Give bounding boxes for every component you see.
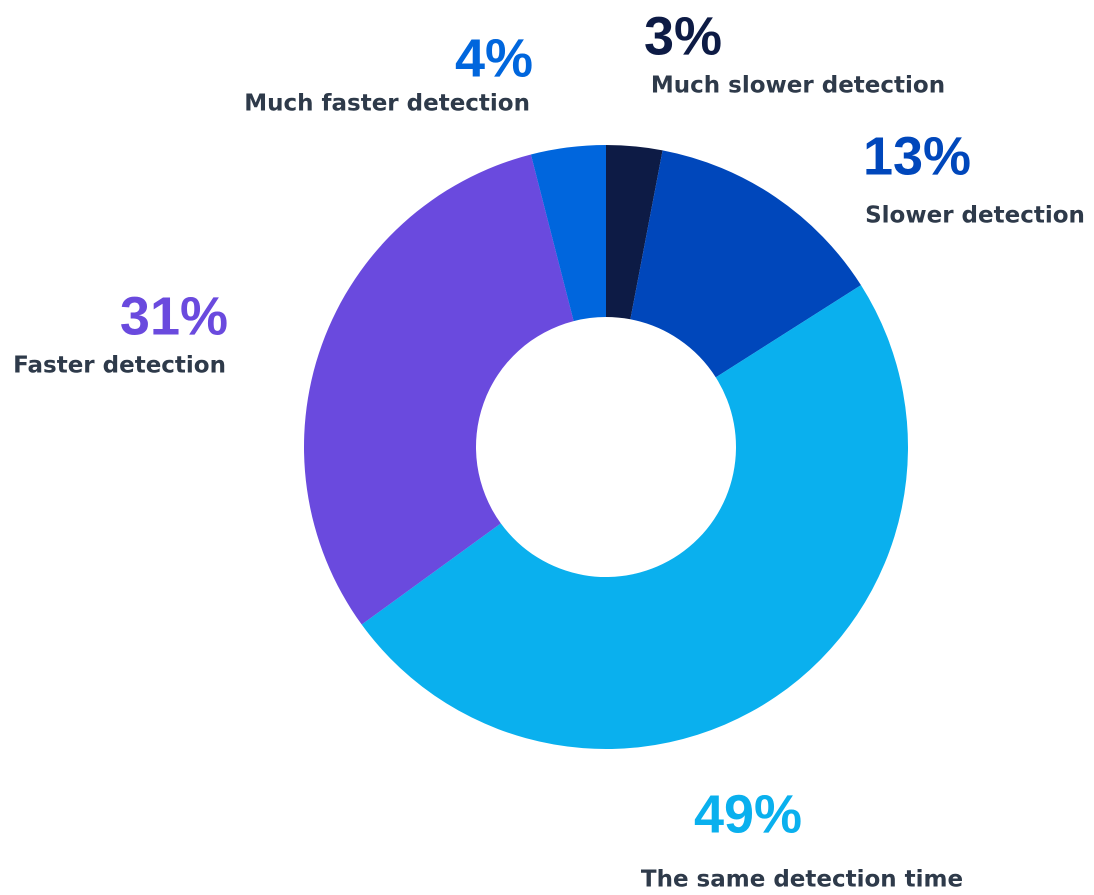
category-label: The same detection time <box>641 867 963 893</box>
donut-slice <box>530 145 606 322</box>
value-label: 31% <box>120 286 228 346</box>
category-label: Much slower detection <box>651 73 945 99</box>
donut-slice <box>361 285 909 750</box>
category-label: Faster detection <box>13 353 226 379</box>
value-label: 4% <box>455 28 533 88</box>
value-label: 13% <box>863 126 971 186</box>
donut-slice <box>606 145 663 320</box>
category-label: Slower detection <box>865 203 1085 229</box>
donut-slice <box>303 154 574 625</box>
value-label: 3% <box>644 6 722 66</box>
donut-slice <box>630 150 861 378</box>
category-label: Much faster detection <box>244 91 530 117</box>
value-label: 49% <box>694 784 802 844</box>
